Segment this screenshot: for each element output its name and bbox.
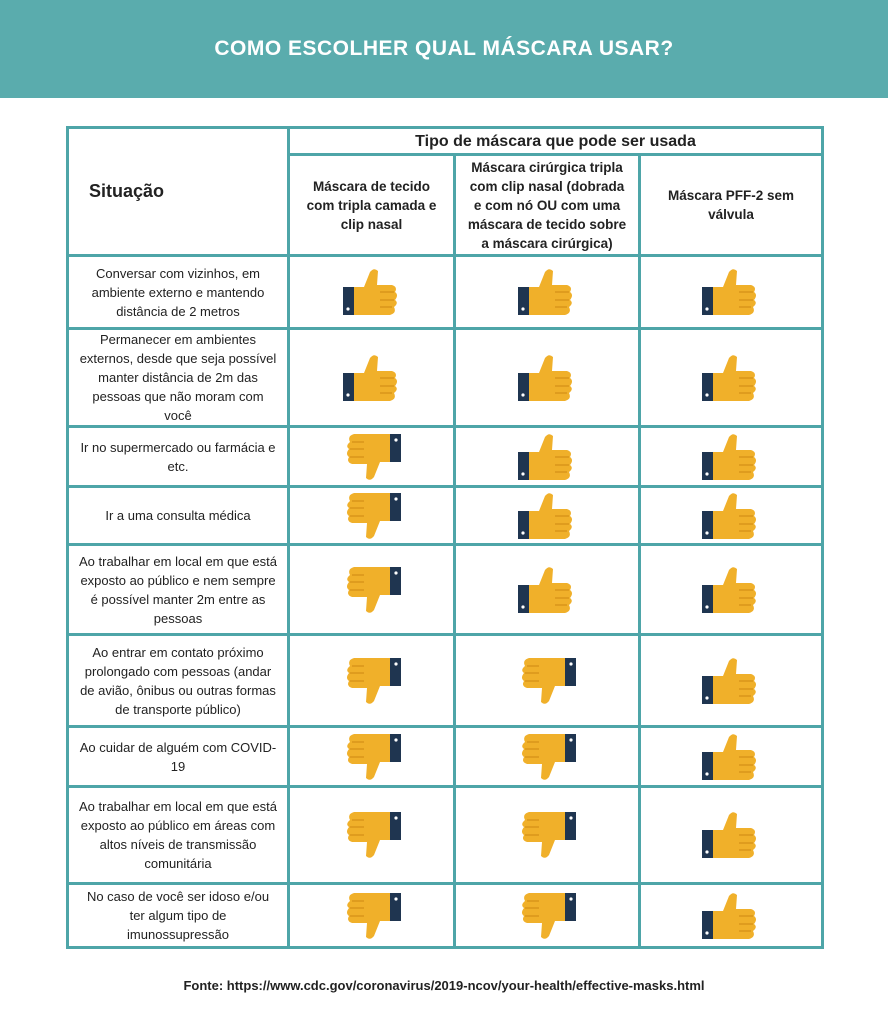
- thumbs-down: [517, 810, 577, 860]
- thumbs-down: [342, 565, 402, 615]
- cell: [287, 254, 456, 330]
- thumbs-down: [517, 732, 577, 782]
- cell: [638, 543, 824, 636]
- header-band: COMO ESCOLHER QUAL MÁSCARA USAR?: [0, 0, 888, 98]
- cell: [287, 882, 456, 949]
- thumbs-up: [701, 565, 761, 615]
- cell: [453, 254, 641, 330]
- thumbs-down: [342, 656, 402, 706]
- situation: Ao cuidar de alguém com COVID-19: [66, 725, 290, 788]
- cell: [287, 633, 456, 728]
- cell: [638, 254, 824, 330]
- thumbs-up: [701, 267, 761, 317]
- thumbs-down: [342, 491, 402, 541]
- thumbs-up: [701, 353, 761, 403]
- thumbs-up: [342, 267, 402, 317]
- thumbs-up: [701, 810, 761, 860]
- situation: No caso de você ser idoso e/ou ter algum…: [66, 882, 290, 949]
- source: Fonte: https://www.cdc.gov/coronavirus/2…: [183, 978, 705, 993]
- thumbs-down: [342, 891, 402, 941]
- cell: [287, 543, 456, 636]
- thumbs-down: [517, 656, 577, 706]
- mask-table: Situação Tipo de máscara que pode ser us…: [66, 126, 824, 949]
- cell: [638, 485, 824, 546]
- situation: Ao entrar em contato próximo prolongado …: [66, 633, 290, 728]
- thumbs-up: [701, 491, 761, 541]
- thumbs-up: [701, 891, 761, 941]
- situation: Ir no supermercado ou farmácia e etc.: [66, 425, 290, 488]
- column-header: Máscara cirúrgica tripla com clip nasal …: [453, 153, 641, 257]
- thumbs-up: [701, 732, 761, 782]
- thumbs-down: [342, 732, 402, 782]
- cell: [453, 785, 641, 885]
- group-header: Tipo de máscara que pode ser usada: [287, 126, 824, 156]
- cell: [453, 882, 641, 949]
- cell: [638, 785, 824, 885]
- thumbs-down: [342, 432, 402, 482]
- situation-header: Situação: [66, 126, 290, 257]
- situation: Conversar com vizinhos, em ambiente exte…: [66, 254, 290, 330]
- thumbs-up: [517, 267, 577, 317]
- cell: [453, 543, 641, 636]
- thumbs-up: [342, 353, 402, 403]
- cell: [287, 725, 456, 788]
- cell: [638, 633, 824, 728]
- situation: Ir a uma consulta médica: [66, 485, 290, 546]
- cell: [453, 725, 641, 788]
- title: COMO ESCOLHER QUAL MÁSCARA USAR?: [214, 37, 674, 60]
- thumbs-up: [517, 565, 577, 615]
- cell: [287, 425, 456, 488]
- cell: [453, 633, 641, 728]
- cell: [287, 485, 456, 546]
- thumbs-up: [701, 432, 761, 482]
- cell: [638, 882, 824, 949]
- column-header: Máscara PFF-2 sem válvula: [638, 153, 824, 257]
- cell: [453, 425, 641, 488]
- thumbs-up: [517, 432, 577, 482]
- situation: Ao trabalhar em local em que está expost…: [66, 785, 290, 885]
- thumbs-down: [342, 810, 402, 860]
- situation: Ao trabalhar em local em que está expost…: [66, 543, 290, 636]
- column-header: Máscara de tecido com tripla camada e cl…: [287, 153, 456, 257]
- cell: [287, 785, 456, 885]
- cell: [638, 725, 824, 788]
- cell: [638, 327, 824, 428]
- thumbs-up: [517, 491, 577, 541]
- thumbs-up: [701, 656, 761, 706]
- cell: [453, 327, 641, 428]
- cell: [453, 485, 641, 546]
- cell: [638, 425, 824, 488]
- thumbs-down: [517, 891, 577, 941]
- thumbs-up: [517, 353, 577, 403]
- cell: [287, 327, 456, 428]
- situation: Permanecer em ambientes externos, desde …: [66, 327, 290, 428]
